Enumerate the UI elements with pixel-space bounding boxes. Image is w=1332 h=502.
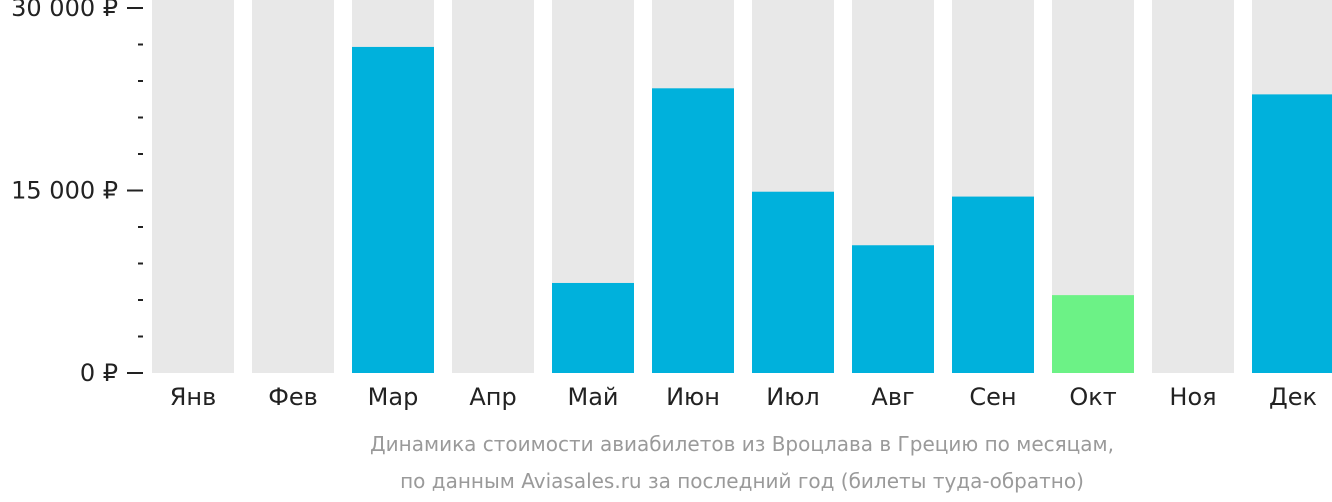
x-tick-label-1: Янв xyxy=(170,383,217,411)
x-tick-label-10: Окт xyxy=(1069,383,1116,411)
bar-8[interactable] xyxy=(852,245,934,373)
background-bars xyxy=(152,0,1332,373)
background-bar-2 xyxy=(252,0,334,373)
x-tick-label-9: Сен xyxy=(969,383,1016,411)
x-tick-label-4: Апр xyxy=(469,383,516,411)
y-tick-label-1: 0 ₽ xyxy=(80,359,118,387)
bar-12[interactable] xyxy=(1252,94,1332,373)
bar-9[interactable] xyxy=(952,196,1034,373)
x-tick-label-7: Июл xyxy=(766,383,820,411)
x-tick-label-12: Дек xyxy=(1269,383,1317,411)
x-tick-label-5: Май xyxy=(567,383,618,411)
background-bar-11 xyxy=(1152,0,1234,373)
chart-caption-line-2: по данным Aviasales.ru за последний год … xyxy=(400,469,1084,493)
bar-6[interactable] xyxy=(652,88,734,374)
y-axis: 0 ₽ 15 000 ₽ 30 000 ₽ xyxy=(11,0,143,387)
background-bar-1 xyxy=(152,0,234,373)
y-tick-label-3: 30 000 ₽ xyxy=(11,0,118,22)
bar-10[interactable] xyxy=(1052,295,1134,373)
x-tick-label-11: Ноя xyxy=(1169,383,1216,411)
bar-7[interactable] xyxy=(752,191,834,373)
bar-5[interactable] xyxy=(552,282,634,373)
x-axis: Янв Фев Мар Апр Май Июн Июл Авг Сен Окт Ноя Дек xyxy=(170,383,1317,411)
background-bar-4 xyxy=(452,0,534,373)
x-tick-label-3: Мар xyxy=(368,383,419,411)
x-tick-label-8: Авг xyxy=(871,383,914,411)
x-tick-label-2: Фев xyxy=(268,383,318,411)
x-tick-label-6: Июн xyxy=(666,383,720,411)
y-tick-label-2: 15 000 ₽ xyxy=(11,177,118,205)
bar-3[interactable] xyxy=(352,46,434,373)
chart-caption-line-1: Динамика стоимости авиабилетов из Вроцла… xyxy=(370,432,1114,456)
data-bars xyxy=(352,46,1332,374)
